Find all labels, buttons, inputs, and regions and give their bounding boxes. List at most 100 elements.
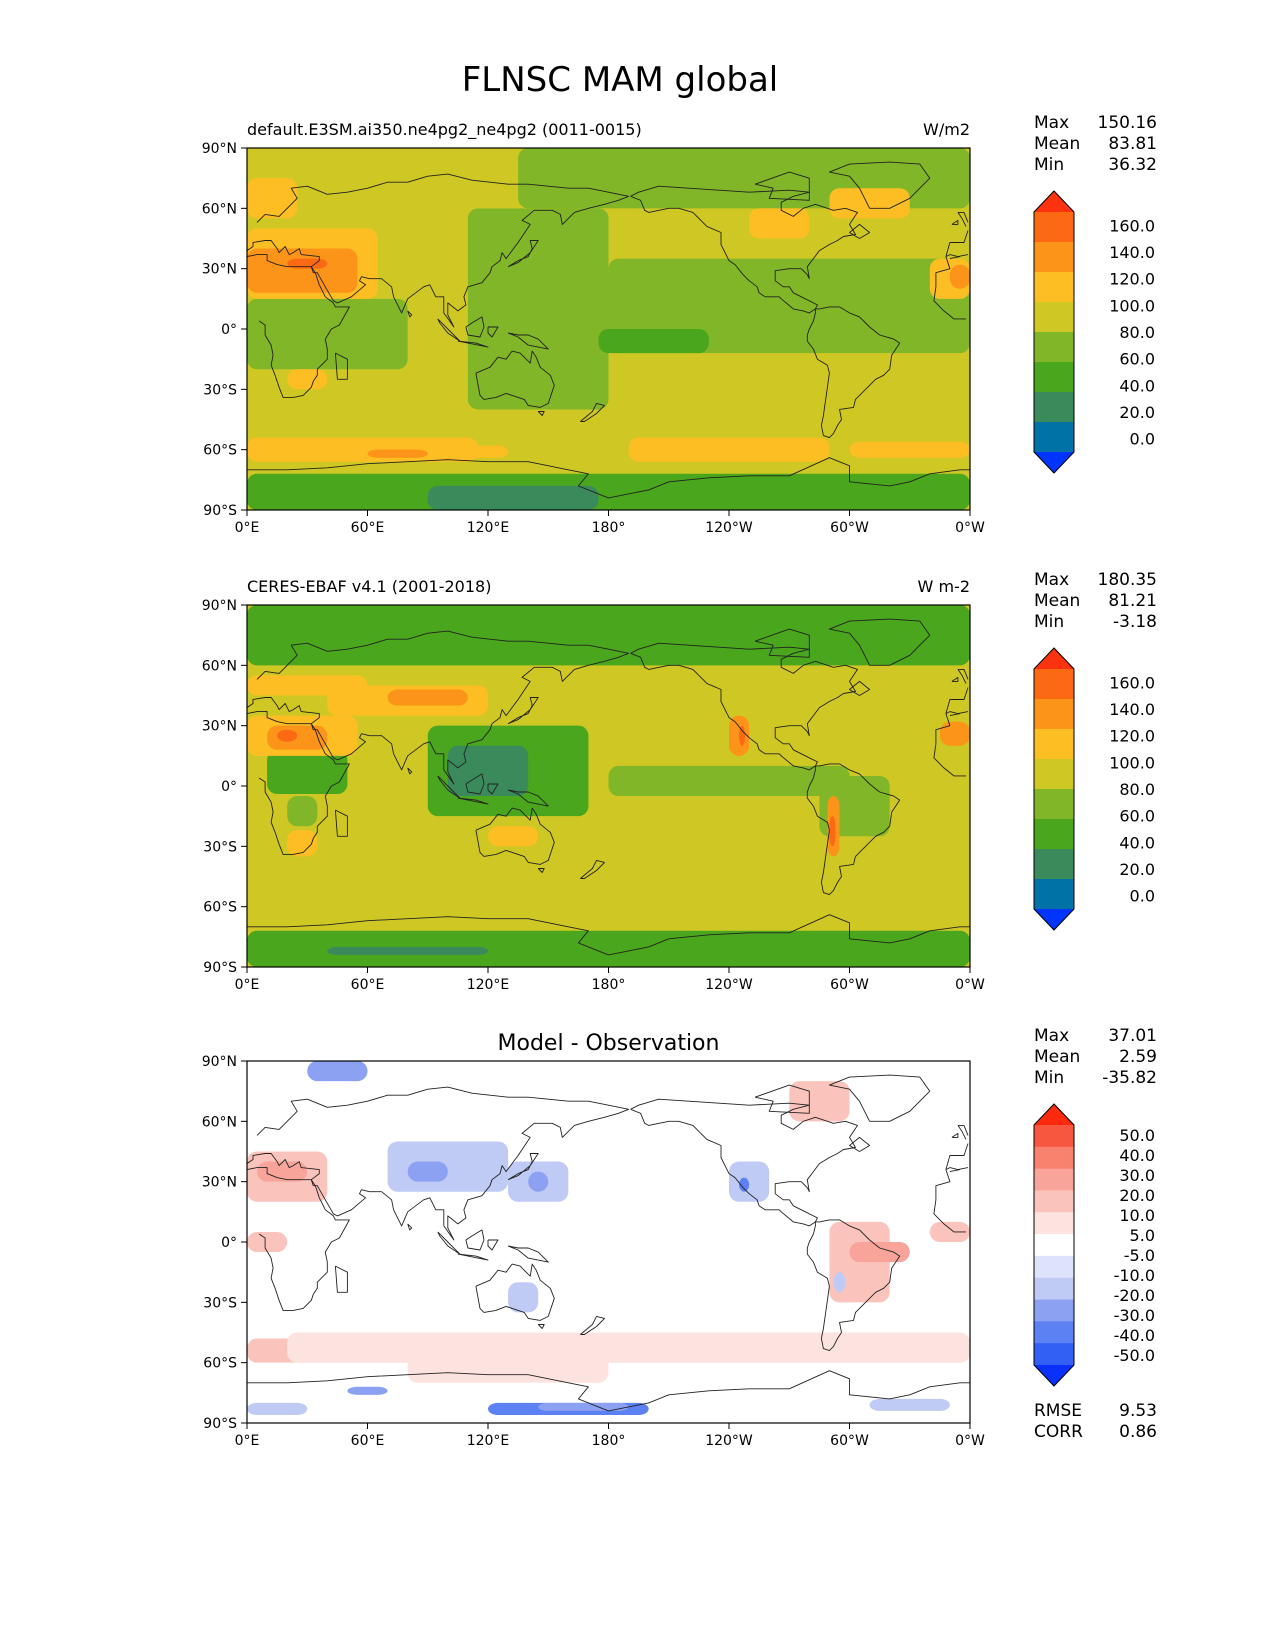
coastline: [849, 1136, 871, 1152]
colorbar-label: -5.0: [1124, 1246, 1155, 1265]
colorbar-outline: [1033, 190, 1075, 474]
colorbar-segment: [1034, 1125, 1074, 1148]
field-region: [749, 208, 810, 239]
coastlines: [247, 618, 970, 956]
stat-value: 2.59: [1119, 1047, 1157, 1067]
field-region: [287, 258, 328, 269]
field-region: [829, 816, 836, 847]
colorbar-segment: [1034, 699, 1074, 730]
y-tick-label: 30°N: [202, 1175, 237, 1191]
y-tick-label: 0°: [221, 779, 237, 795]
colorbar-label: -30.0: [1114, 1306, 1155, 1325]
field-region: [407, 1352, 609, 1383]
panel-title: default.E3SM.ai350.ne4pg2_ne4pg2 (0011-0…: [247, 120, 642, 140]
colorbar-label: 40.0: [1119, 833, 1155, 852]
colorbar-label: 5.0: [1130, 1226, 1155, 1245]
x-tick-label: 120°W: [705, 1433, 753, 1449]
field-region: [287, 830, 318, 857]
y-tick-label: 90°N: [202, 141, 237, 157]
field-region: [247, 178, 298, 219]
y-tick-label: 30°S: [203, 1295, 237, 1311]
colorbar-label: 50.0: [1119, 1126, 1155, 1145]
coastline: [630, 642, 858, 771]
colorbar-extend-max: [1034, 1104, 1074, 1125]
colorbar-segment: [1034, 759, 1074, 790]
y-tick-label: 90°S: [203, 503, 237, 519]
colorbar-label: 160.0: [1109, 673, 1155, 692]
y-tick-label: 90°N: [202, 1054, 237, 1070]
coastline: [407, 310, 413, 318]
field-region: [307, 1061, 368, 1082]
stat-value: 180.35: [1098, 570, 1157, 590]
field-region: [367, 449, 428, 458]
y-tick-label: 60°N: [202, 201, 237, 217]
coastline: [580, 1315, 605, 1335]
field-region: [849, 441, 970, 458]
field-region: [729, 715, 750, 756]
colorbar-label: -20.0: [1114, 1286, 1155, 1305]
map-field: [247, 605, 970, 967]
colorbar-segment: [1034, 879, 1074, 910]
stat-value: 81.21: [1108, 591, 1157, 611]
x-tick-label: 0°W: [955, 520, 985, 536]
y-tick-label: 0°: [221, 322, 237, 338]
y-tick-label: 90°N: [202, 598, 237, 614]
field-region: [939, 721, 970, 746]
stat-value: 36.32: [1108, 155, 1157, 175]
metric-label: CORR: [1034, 1422, 1083, 1442]
field-region: [347, 1386, 388, 1395]
stat-value: 150.16: [1098, 113, 1157, 133]
map-field: [247, 148, 970, 510]
stat-label: Min: [1034, 612, 1064, 632]
colorbar-label: 120.0: [1109, 270, 1155, 289]
colorbar-label: -10.0: [1114, 1266, 1155, 1285]
x-tick-label: 120°E: [467, 520, 510, 536]
x-tick-label: 60°E: [351, 977, 385, 993]
colorbar-segment: [1034, 272, 1074, 303]
colorbar-label: 120.0: [1109, 727, 1155, 746]
field-region: [247, 930, 970, 967]
colorbar-label: 20.0: [1119, 403, 1155, 422]
field-region: [849, 1242, 910, 1263]
coastline: [537, 411, 545, 416]
coastline: [457, 797, 489, 805]
stat-value: 83.81: [1108, 134, 1157, 154]
y-tick-label: 30°N: [202, 262, 237, 278]
stat-label: Min: [1034, 155, 1064, 175]
coastline: [247, 254, 966, 398]
field-region: [729, 1161, 770, 1202]
y-tick-label: 60°S: [203, 900, 237, 916]
colorbar-label: -40.0: [1114, 1326, 1155, 1345]
coastline: [487, 326, 499, 338]
field-region: [427, 485, 599, 510]
x-tick-label: 0°W: [955, 977, 985, 993]
colorbar-label: 140.0: [1109, 243, 1155, 262]
stat-label: Max: [1034, 1026, 1069, 1046]
stat-value: 37.01: [1108, 1026, 1157, 1046]
coastline: [957, 211, 969, 227]
colorbar-label: 20.0: [1119, 860, 1155, 879]
colorbar: 50.040.030.020.010.05.0-5.0-10.0-20.0-30…: [1033, 1103, 1155, 1387]
coastline: [849, 223, 871, 239]
colorbar-label: 0.0: [1130, 887, 1155, 906]
coastline: [507, 789, 549, 807]
colorbar-label: 80.0: [1119, 323, 1155, 342]
coastline: [247, 630, 969, 785]
field-region: [247, 298, 408, 370]
coastlines: [247, 1074, 970, 1412]
colorbar-label: 140.0: [1109, 700, 1155, 719]
coastline: [475, 350, 555, 408]
field-region: [427, 445, 509, 458]
coastline: [957, 668, 969, 684]
colorbar-segment: [1034, 1277, 1074, 1301]
coastline: [507, 332, 549, 350]
coastline: [507, 1245, 549, 1263]
panel-1: 0°E 60°E 120°E 180° 120°W 60°W 0°W 90°N 60°N 30°N…: [202, 113, 1157, 536]
field-region: [247, 1402, 308, 1415]
y-tick-label: 60°N: [202, 658, 237, 674]
coastline: [580, 402, 605, 422]
field-region: [869, 1398, 950, 1411]
colorbar-extend-min: [1034, 1365, 1074, 1386]
colorbar-segment: [1034, 1168, 1074, 1191]
